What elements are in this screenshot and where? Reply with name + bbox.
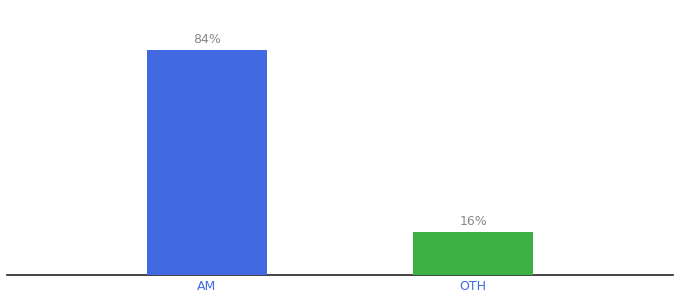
Text: 16%: 16%: [460, 215, 487, 228]
Bar: [413, 232, 533, 275]
Bar: [147, 50, 267, 275]
Text: 84%: 84%: [193, 33, 221, 46]
